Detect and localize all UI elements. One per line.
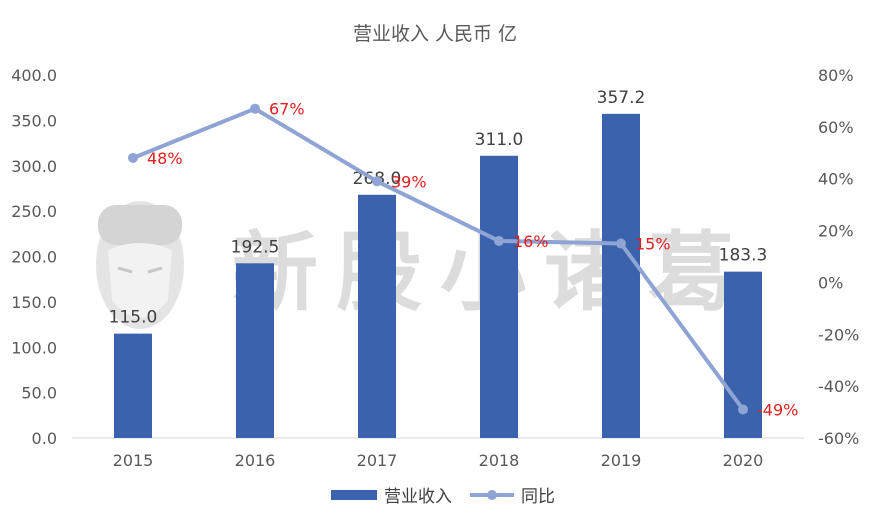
right-axis-tick-label: -60% <box>818 429 859 448</box>
left-axis-tick-label: 250.0 <box>11 202 57 221</box>
bar-data-label: 183.3 <box>719 246 768 266</box>
x-axis-ticks: 2015 2016 2017 2018 2019 2020 <box>113 451 764 470</box>
chart-title: 营业收入 人民币 亿 <box>353 23 517 45</box>
right-axis-tick-label: 80% <box>818 66 854 85</box>
yoy-point <box>616 238 626 249</box>
bar <box>480 155 518 438</box>
bar-data-label: 115.0 <box>109 308 158 328</box>
x-axis-tick-label: 2016 <box>235 451 276 470</box>
right-axis-tick-label: 20% <box>818 222 854 241</box>
legend-label-yoy: 同比 <box>521 487 555 507</box>
right-axis-tick-label: -20% <box>818 325 859 344</box>
legend-label-revenue: 营业收入 <box>384 487 452 507</box>
yoy-point <box>128 152 138 163</box>
left-axis-tick-label: 350.0 <box>11 111 57 130</box>
yoy-line <box>132 106 745 411</box>
yoy-point <box>494 235 504 246</box>
legend-swatch-bar <box>331 490 377 500</box>
x-axis-tick-label: 2015 <box>113 451 154 470</box>
left-axis-tick-label: 300.0 <box>11 157 57 176</box>
left-axis-tick-label: 400.0 <box>11 66 57 85</box>
bar <box>358 194 396 438</box>
yoy-point <box>250 103 260 114</box>
left-axis-tick-label: 200.0 <box>11 248 57 267</box>
line-series <box>128 103 748 415</box>
left-axis-ticks: 0.0 50.0 100.0 150.0 200.0 250.0 300.0 350.0 400… <box>11 66 57 448</box>
right-axis-ticks: -60% -40% -20% 0% 20% 40% 60% 80% <box>818 66 859 448</box>
left-axis-tick-label: 150.0 <box>11 293 57 312</box>
left-axis-tick-label: 100.0 <box>11 338 57 357</box>
yoy-data-label: 15% <box>635 235 671 254</box>
x-axis-tick-label: 2017 <box>357 451 398 470</box>
bar <box>114 333 152 438</box>
right-axis-tick-label: -40% <box>818 377 859 396</box>
left-axis-tick-label: 0.0 <box>32 429 57 448</box>
bar-data-label: 311.0 <box>475 130 524 150</box>
yoy-data-label: 67% <box>269 100 305 119</box>
bar-data-label: 357.2 <box>597 88 646 108</box>
yoy-point <box>372 176 382 187</box>
x-axis-tick-label: 2019 <box>601 451 642 470</box>
bar <box>236 263 274 438</box>
mascot-logo-icon <box>96 201 184 329</box>
line-data-labels: 48% 67% 39% 16% 15% -49% <box>147 100 798 420</box>
legend: 营业收入 同比 <box>331 487 555 507</box>
yoy-data-label: 48% <box>147 149 183 168</box>
x-axis-tick-label: 2018 <box>479 451 520 470</box>
yoy-data-label: 16% <box>513 232 549 251</box>
bar <box>602 113 640 438</box>
watermark: 新股小诸葛 <box>96 201 734 329</box>
left-axis-tick-label: 50.0 <box>21 384 57 403</box>
bar-series <box>114 113 762 438</box>
right-axis-tick-label: 0% <box>818 273 843 292</box>
bar-data-label: 192.5 <box>231 237 280 257</box>
legend-marker-line <box>487 490 497 500</box>
yoy-data-label: -49% <box>757 400 798 419</box>
right-axis-tick-label: 60% <box>818 118 854 137</box>
yoy-point <box>738 404 748 415</box>
x-axis-tick-label: 2020 <box>723 451 764 470</box>
yoy-data-label: 39% <box>391 172 427 191</box>
right-axis-tick-label: 40% <box>818 170 854 189</box>
